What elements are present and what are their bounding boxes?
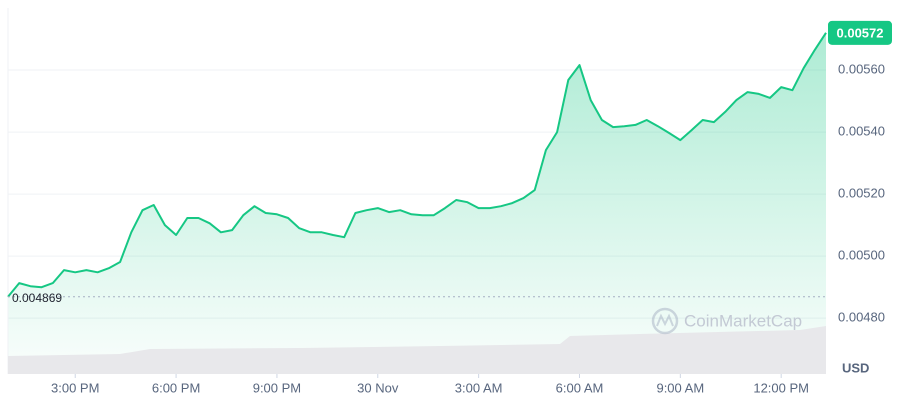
volume-area <box>8 326 826 374</box>
x-tick-label: 3:00 AM <box>455 380 503 395</box>
y-tick-label: 0.00500 <box>838 248 885 263</box>
price-line <box>7 32 827 298</box>
x-tick-label: 3:00 PM <box>51 380 99 395</box>
x-tick-label: 12:00 PM <box>753 380 809 395</box>
x-tick-label: 6:00 PM <box>152 380 200 395</box>
x-tick-label: 9:00 PM <box>253 380 301 395</box>
currency-label: USD <box>842 360 869 375</box>
x-tick-label: 30 Nov <box>357 380 399 395</box>
start-label: 0.004869 <box>12 291 62 305</box>
x-tick-label: 9:00 AM <box>656 380 704 395</box>
last-price-badge <box>828 20 892 45</box>
y-tick-label: 0.00520 <box>838 186 885 201</box>
watermark-text: CoinMarketCap <box>684 311 802 330</box>
y-tick-label: 0.00540 <box>838 124 885 139</box>
y-tick-label: 0.00560 <box>838 61 885 76</box>
x-tick-label: 6:00 AM <box>556 380 604 395</box>
price-area <box>8 32 826 375</box>
y-tick-label: 0.00480 <box>838 310 885 325</box>
watermark <box>651 307 679 335</box>
last-price-label: 0.00572 <box>837 25 884 40</box>
